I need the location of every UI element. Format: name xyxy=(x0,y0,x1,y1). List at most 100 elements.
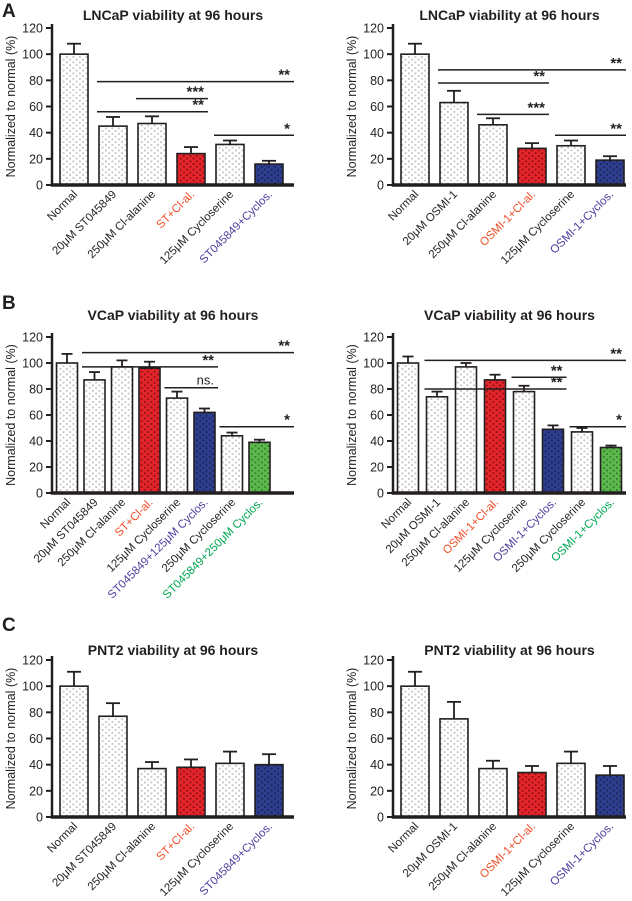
bar xyxy=(176,766,206,818)
significance-label: *** xyxy=(186,84,204,101)
bar xyxy=(599,446,623,494)
y-tick-label: 120 xyxy=(22,654,43,668)
bar xyxy=(570,431,594,494)
x-category-label: 250μM Cl-alanine xyxy=(86,189,158,261)
significance-label: *** xyxy=(527,99,545,116)
y-tick-label: 120 xyxy=(363,331,384,345)
bar xyxy=(98,715,128,818)
bar xyxy=(193,411,216,494)
y-tick-label: 80 xyxy=(370,383,384,397)
significance-label: ** xyxy=(610,55,622,72)
chart-title: VCaP viability at 96 hours xyxy=(88,307,259,323)
x-category-label: 125μM Cycloserine xyxy=(158,189,236,267)
y-tick-label: 0 xyxy=(36,179,43,193)
bar xyxy=(595,774,625,818)
bar xyxy=(165,397,189,494)
y-tick-label: 20 xyxy=(29,784,43,798)
bar xyxy=(215,143,245,186)
x-category-label: 250μM Cl-alanine xyxy=(427,821,499,893)
significance-label: ** xyxy=(278,338,290,355)
bar xyxy=(478,124,508,186)
chart-title: VCaP viability at 96 hours xyxy=(424,307,595,323)
y-tick-label: 80 xyxy=(370,74,384,88)
bar xyxy=(556,144,586,186)
y-tick-label: 40 xyxy=(29,435,43,449)
y-tick-label: 0 xyxy=(377,179,384,193)
y-tick-label: 120 xyxy=(363,654,384,668)
significance-label: ** xyxy=(192,97,204,114)
y-tick-label: 60 xyxy=(370,100,384,114)
x-category-label: Normal xyxy=(45,821,80,856)
y-axis-label: Normalized to normal (%) xyxy=(4,36,18,178)
significance-label: ** xyxy=(278,67,290,84)
bar xyxy=(400,53,430,186)
chart-svg: PNT2 viability at 96 hours Normalized to … xyxy=(4,642,294,899)
x-category-label: 125μM Cycloserine xyxy=(499,189,577,267)
y-tick-label: 60 xyxy=(370,732,384,746)
x-category-label: Normal xyxy=(386,821,421,856)
bar xyxy=(59,685,89,818)
bar xyxy=(137,767,167,818)
bar xyxy=(254,763,284,818)
y-tick-label: 0 xyxy=(377,811,384,825)
bar xyxy=(248,441,271,494)
bar xyxy=(59,53,89,186)
y-tick-label: 100 xyxy=(363,48,384,62)
y-tick-label: 120 xyxy=(363,22,384,36)
bar xyxy=(483,379,507,494)
bar-chart-pnt2-osmi1: PNT2 viability at 96 hours Normalized to … xyxy=(316,610,632,901)
bar xyxy=(137,122,167,186)
y-tick-label: 80 xyxy=(370,706,384,720)
y-tick-label: 80 xyxy=(29,383,43,397)
y-tick-label: 20 xyxy=(370,152,384,166)
y-tick-label: 100 xyxy=(22,357,43,371)
chart-svg: VCaP viability at 96 hours Normalized to … xyxy=(345,307,626,575)
x-category-label: ST045849+Cyclos. xyxy=(198,821,275,898)
bar-chart-lncap-osmi1: LNCaP viability at 96 hours Normalized to… xyxy=(316,0,632,290)
significance-label: * xyxy=(284,120,290,137)
y-tick-label: 60 xyxy=(29,100,43,114)
y-tick-label: 40 xyxy=(370,435,384,449)
y-tick-label: 0 xyxy=(36,811,43,825)
significance-label: ** xyxy=(551,374,563,391)
y-tick-label: 40 xyxy=(370,126,384,140)
y-tick-label: 0 xyxy=(377,487,384,501)
bar xyxy=(400,685,430,818)
bar xyxy=(595,159,625,186)
bar-chart-vcap-st045849: VCaP viability at 96 hours Normalized to … xyxy=(0,290,316,610)
x-category-label: 250μM Cl-alanine xyxy=(86,821,158,893)
bar xyxy=(454,366,478,494)
chart-title: LNCaP viability at 96 hours xyxy=(83,7,263,23)
y-tick-label: 40 xyxy=(370,758,384,772)
bar xyxy=(478,767,508,818)
bar xyxy=(110,366,134,494)
bar-chart-pnt2-st045849: PNT2 viability at 96 hours Normalized to … xyxy=(0,610,316,901)
y-axis-label: Normalized to normal (%) xyxy=(345,344,359,486)
x-category-label: Normal xyxy=(386,189,421,224)
y-tick-label: 40 xyxy=(29,126,43,140)
bar xyxy=(512,390,536,494)
chart-svg: VCaP viability at 96 hours Normalized to … xyxy=(4,307,294,601)
significance-label: * xyxy=(284,412,290,429)
bar xyxy=(83,379,106,494)
bar xyxy=(98,125,128,186)
bar xyxy=(176,152,206,186)
y-tick-label: 80 xyxy=(29,74,43,88)
y-tick-label: 120 xyxy=(22,22,43,36)
y-tick-label: 20 xyxy=(29,461,43,475)
y-tick-label: 80 xyxy=(29,706,43,720)
chart-svg: LNCaP viability at 96 hours Normalized to… xyxy=(4,7,294,267)
bar xyxy=(517,147,547,186)
panel-letter-a: A xyxy=(2,1,16,22)
chart-svg: PNT2 viability at 96 hours Normalized to … xyxy=(345,642,626,899)
y-tick-label: 100 xyxy=(363,357,384,371)
y-tick-label: 100 xyxy=(22,680,43,694)
bar xyxy=(396,362,420,494)
y-tick-label: 60 xyxy=(370,409,384,423)
y-tick-label: 120 xyxy=(22,331,43,345)
y-tick-label: 20 xyxy=(370,784,384,798)
bar-chart-lncap-st045849: LNCaP viability at 96 hours Normalized to… xyxy=(0,0,316,290)
bar xyxy=(556,762,586,818)
y-tick-label: 20 xyxy=(370,461,384,475)
